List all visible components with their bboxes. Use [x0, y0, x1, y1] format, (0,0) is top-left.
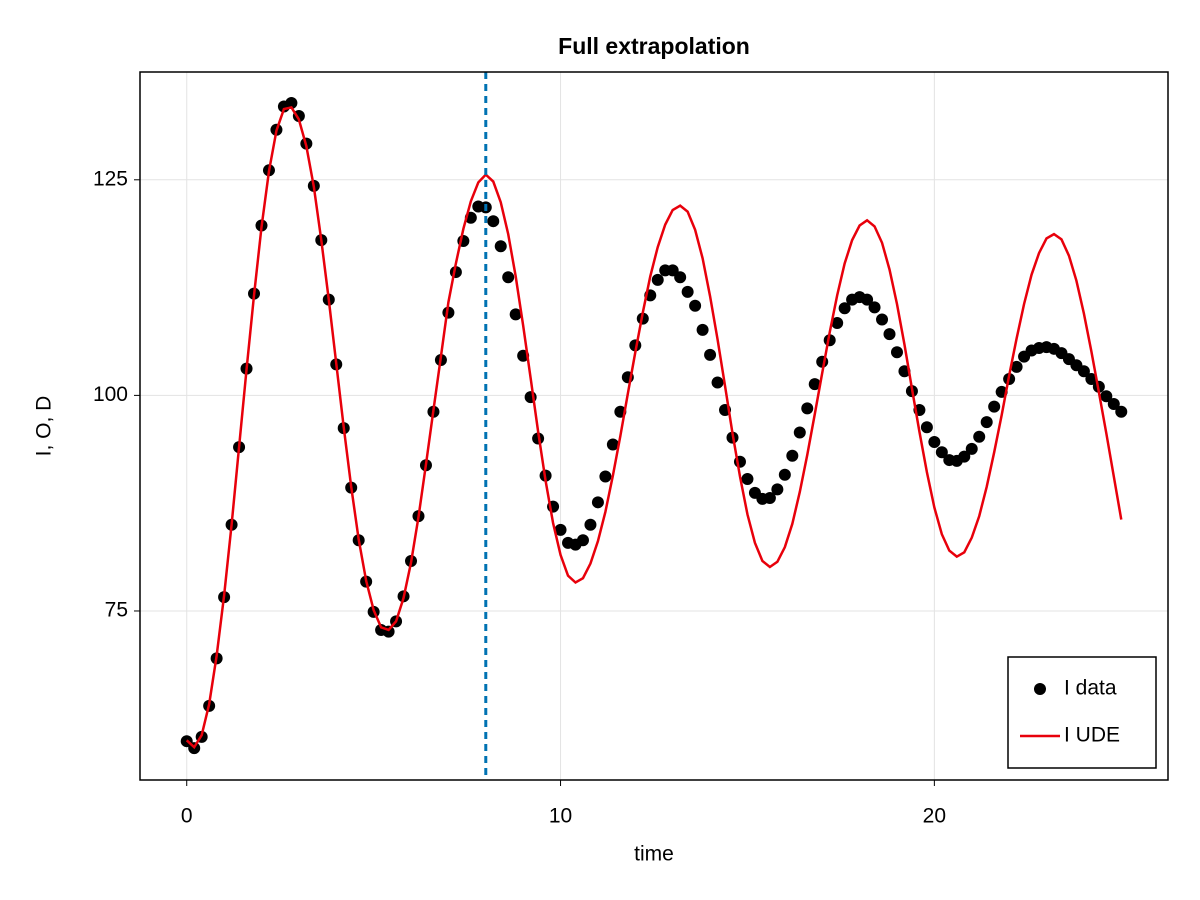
- data-point: [599, 470, 612, 483]
- data-point: [681, 285, 694, 298]
- data-point: [801, 402, 814, 415]
- x-tick-label: 20: [923, 805, 946, 828]
- data-point: [711, 376, 724, 389]
- data-point: [831, 316, 844, 329]
- data-point: [883, 328, 896, 341]
- data-point: [554, 523, 567, 536]
- data-point: [786, 449, 799, 462]
- data-point: [591, 496, 604, 509]
- data-point: [816, 355, 829, 368]
- data-point: [965, 442, 978, 455]
- data-point: [696, 323, 709, 336]
- legend-label: I data: [1064, 677, 1117, 700]
- y-axis-label: I, O, D: [33, 396, 56, 457]
- data-line: [185, 105, 1123, 750]
- legend-box: [1007, 656, 1157, 769]
- y-tick-label: 125: [93, 167, 128, 190]
- data-point: [771, 483, 784, 496]
- data-point: [1100, 390, 1113, 403]
- data-point: [1010, 360, 1023, 373]
- data-point: [502, 271, 515, 284]
- plot-frame: [139, 71, 1169, 781]
- data-point: [494, 240, 507, 253]
- data-point: [808, 378, 821, 391]
- data-point: [920, 421, 933, 434]
- data-point: [1107, 398, 1120, 411]
- chart-title: Full extrapolation: [558, 33, 750, 59]
- data-point: [1085, 373, 1098, 386]
- data-point: [576, 534, 589, 547]
- data-point: [778, 468, 791, 481]
- data-point: [606, 438, 619, 451]
- data-point: [928, 435, 941, 448]
- data-point: [674, 271, 687, 284]
- data-point: [793, 426, 806, 439]
- legend-marker: [1034, 683, 1046, 695]
- x-axis-label: time: [634, 843, 674, 866]
- data-point: [980, 416, 993, 429]
- data-point: [584, 518, 597, 531]
- data-point: [861, 293, 874, 306]
- plot-area: [180, 97, 1128, 755]
- y-tick-label: 100: [93, 383, 128, 406]
- data-point: [988, 400, 1001, 413]
- data-point: [890, 346, 903, 359]
- data-point: [689, 299, 702, 312]
- data-point: [876, 313, 889, 326]
- data-point: [487, 215, 500, 228]
- data-point: [651, 273, 664, 286]
- data-point: [741, 473, 754, 486]
- x-tick-label: 0: [181, 805, 193, 828]
- data-point: [1115, 405, 1128, 418]
- data-point: [704, 348, 717, 361]
- data-point: [838, 302, 851, 315]
- data-point: [509, 308, 522, 321]
- data-point: [935, 446, 948, 459]
- data-point: [958, 450, 971, 463]
- data-point: [285, 97, 298, 110]
- data-point: [868, 301, 881, 314]
- data-point: [763, 492, 776, 505]
- data-point: [973, 430, 986, 443]
- data-point: [1077, 365, 1090, 378]
- x-tick-label: 10: [549, 805, 572, 828]
- legend-label: I UDE: [1064, 724, 1120, 747]
- y-tick-label: 75: [105, 599, 128, 622]
